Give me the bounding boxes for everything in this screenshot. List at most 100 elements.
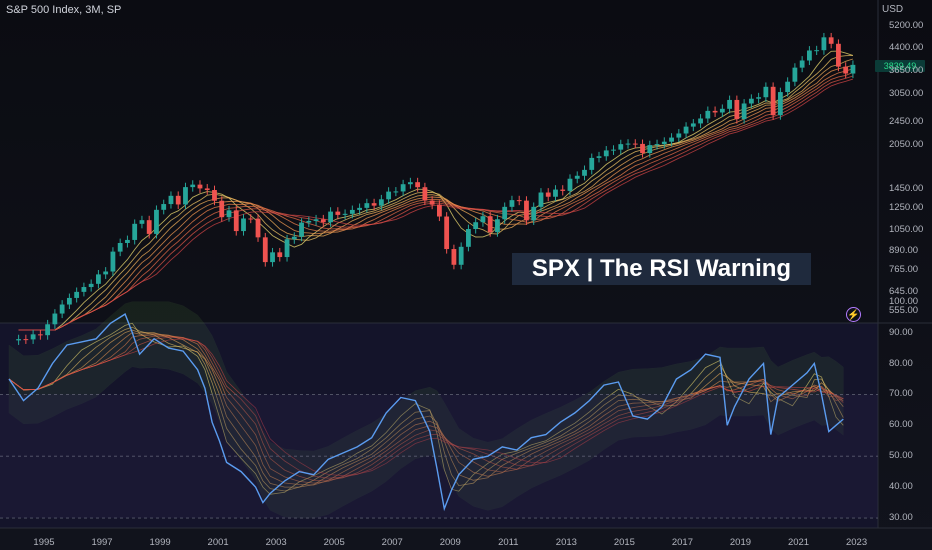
rsi-tick-label: 30.00 bbox=[889, 512, 913, 523]
candle-body bbox=[183, 187, 188, 205]
candle bbox=[545, 188, 551, 202]
candle-body bbox=[74, 291, 80, 298]
candle-body bbox=[154, 209, 159, 234]
candle bbox=[524, 196, 529, 225]
price-ribbon-line bbox=[18, 68, 854, 331]
candle bbox=[88, 279, 94, 292]
price-tick-label: 555.00 bbox=[889, 305, 919, 316]
candle-body bbox=[785, 81, 791, 93]
candle-body bbox=[618, 144, 624, 150]
candle-body bbox=[233, 210, 239, 232]
candle bbox=[676, 129, 682, 143]
price-ribbon-line bbox=[18, 58, 854, 331]
candle-body bbox=[843, 66, 849, 74]
candle-body bbox=[502, 206, 508, 220]
candle-body bbox=[741, 103, 747, 120]
candle bbox=[371, 198, 377, 211]
candle bbox=[96, 270, 101, 289]
candle-body bbox=[756, 97, 762, 99]
candle-body bbox=[313, 219, 319, 221]
candle-body bbox=[364, 203, 370, 208]
candle-body bbox=[52, 313, 58, 325]
candle bbox=[654, 139, 660, 150]
candle bbox=[233, 205, 239, 236]
price-tick-label: 5200.00 bbox=[889, 20, 924, 32]
candle-body bbox=[59, 304, 65, 314]
candle bbox=[415, 177, 421, 192]
candle bbox=[516, 195, 522, 206]
candle bbox=[212, 185, 217, 206]
candle bbox=[306, 216, 312, 228]
candle bbox=[611, 145, 616, 155]
candle-body bbox=[589, 157, 595, 170]
candle-body bbox=[270, 252, 275, 263]
candle bbox=[487, 211, 493, 237]
candle-body bbox=[560, 189, 566, 191]
candle-body bbox=[458, 246, 464, 265]
candle bbox=[110, 247, 116, 277]
candle bbox=[335, 207, 341, 220]
candle bbox=[458, 242, 464, 270]
candle bbox=[748, 94, 754, 109]
price-ribbon-line bbox=[18, 64, 854, 331]
rsi-tick-label: 80.00 bbox=[889, 357, 913, 369]
lightning-icon[interactable]: ⚡ bbox=[846, 307, 861, 322]
price-tick-label: 2050.00 bbox=[889, 138, 924, 150]
price-tick-label: 1050.00 bbox=[889, 223, 924, 235]
time-tick-label: 2019 bbox=[729, 537, 752, 548]
candle bbox=[313, 214, 319, 226]
rsi-panel-background bbox=[0, 323, 878, 528]
candle-body bbox=[545, 192, 551, 197]
candle-body bbox=[320, 219, 326, 223]
candle bbox=[596, 151, 602, 163]
candle-body bbox=[241, 218, 246, 232]
price-ribbon-line bbox=[18, 75, 854, 331]
chart-title: S&P 500 Index, 3M, SP bbox=[6, 4, 122, 16]
candle-body bbox=[422, 187, 428, 201]
candle-body bbox=[357, 207, 362, 210]
rsi-ribbon-line bbox=[8, 336, 844, 479]
candle bbox=[466, 224, 471, 252]
candle-body bbox=[770, 86, 776, 116]
candle bbox=[299, 218, 304, 242]
candle-body bbox=[30, 334, 36, 340]
candle-body bbox=[582, 169, 587, 176]
candle-body bbox=[299, 222, 304, 237]
candle bbox=[444, 212, 450, 254]
candle-body bbox=[821, 37, 827, 51]
candle-body bbox=[400, 184, 406, 192]
candle bbox=[132, 219, 138, 245]
candle bbox=[248, 214, 254, 224]
candle bbox=[719, 104, 725, 117]
candle bbox=[836, 39, 841, 72]
candle bbox=[495, 214, 500, 237]
candle bbox=[422, 182, 428, 206]
candle bbox=[792, 63, 798, 87]
candle-body bbox=[748, 98, 754, 104]
time-tick-label: 2015 bbox=[613, 537, 635, 548]
time-tick-label: 1997 bbox=[91, 537, 113, 548]
candle bbox=[407, 177, 413, 189]
candle-body bbox=[509, 200, 515, 207]
candle-body bbox=[836, 43, 841, 67]
time-tick-label: 1995 bbox=[33, 537, 55, 548]
candle-body bbox=[255, 218, 261, 238]
candle bbox=[618, 139, 624, 155]
candle bbox=[640, 139, 645, 158]
candle bbox=[393, 187, 399, 197]
candle-body bbox=[553, 189, 558, 197]
candle-body bbox=[88, 283, 94, 288]
candle-body bbox=[567, 178, 573, 191]
time-tick-label: 2021 bbox=[787, 537, 810, 548]
candle-body bbox=[574, 175, 580, 179]
rsi-ribbon-line bbox=[8, 334, 844, 484]
candle-body bbox=[727, 99, 732, 109]
candle bbox=[117, 238, 123, 257]
candle-body bbox=[204, 188, 210, 191]
last-price-tag: 3839.49 bbox=[875, 60, 925, 72]
candle bbox=[756, 92, 762, 104]
candle bbox=[342, 209, 348, 220]
candle-body bbox=[850, 64, 856, 74]
candle bbox=[799, 56, 805, 73]
candle-body bbox=[393, 191, 399, 193]
